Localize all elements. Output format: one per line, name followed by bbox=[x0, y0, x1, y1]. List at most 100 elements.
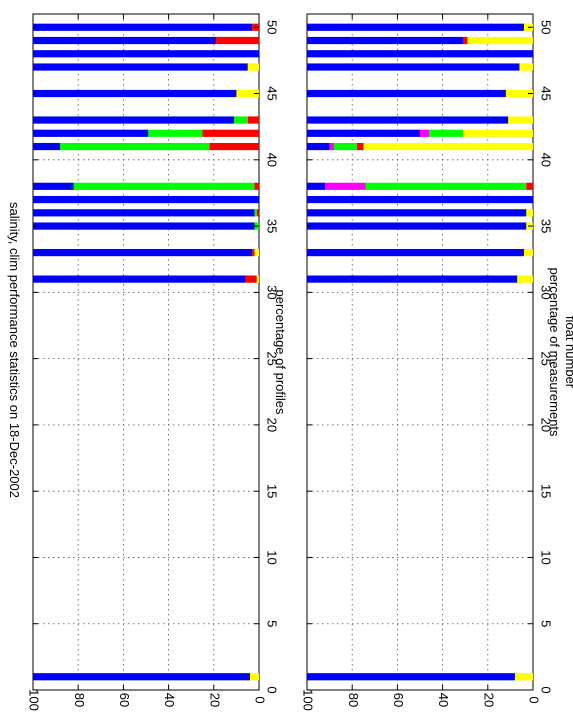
float-tick-label: 30 bbox=[539, 285, 554, 299]
float-tick-label: 30 bbox=[265, 285, 280, 299]
percent-tick-label: 40 bbox=[162, 693, 177, 707]
bar-segment-yellow bbox=[254, 248, 259, 257]
percent-tick-label: 60 bbox=[391, 693, 406, 707]
float-tick-label: 20 bbox=[539, 418, 554, 432]
bar-segment-red bbox=[256, 209, 259, 217]
bar-segment-yellow bbox=[247, 63, 259, 71]
bar-segment-green bbox=[73, 182, 255, 190]
float-tick-label: 20 bbox=[265, 418, 280, 432]
bar-segment-blue bbox=[33, 182, 74, 190]
bar-segment-blue bbox=[33, 23, 253, 31]
bar-segment-yellow bbox=[519, 63, 533, 71]
top-panel-ylabel: percentage of profiles bbox=[273, 289, 288, 415]
bar-segment-blue bbox=[307, 36, 463, 45]
bar-segment-yellow bbox=[514, 673, 533, 681]
bar-segment-blue bbox=[33, 248, 253, 257]
percent-tick-label: 0 bbox=[527, 696, 542, 703]
bar-segment-blue bbox=[33, 195, 259, 204]
float-tick-label: 50 bbox=[539, 20, 554, 34]
chart-title: salinity, clim performance statistics on… bbox=[7, 202, 22, 498]
bottom-panel-float-ticks: 0 5 10 15 20 25 30 35 40 45 50 bbox=[307, 20, 554, 694]
bar-segment-magenta bbox=[420, 129, 430, 137]
bar-segment-blue bbox=[307, 222, 527, 230]
bar-segment-blue bbox=[307, 50, 533, 58]
bar-segment-yellow bbox=[523, 248, 533, 257]
float-tick-label: 45 bbox=[265, 86, 280, 100]
bar-segment-green bbox=[60, 142, 210, 151]
float-tick-label: 25 bbox=[265, 351, 280, 365]
bar-segment-red bbox=[245, 275, 257, 283]
float-tick-label: 40 bbox=[265, 153, 280, 167]
bar-segment-red bbox=[254, 182, 259, 190]
float-tick-label: 15 bbox=[265, 484, 280, 498]
bar-segment-red bbox=[526, 182, 533, 190]
bar-segment-yellow bbox=[467, 36, 533, 45]
float-tick-label: 50 bbox=[265, 20, 280, 34]
percent-tick-label: 40 bbox=[436, 693, 451, 707]
bottom-panel-ylabel: percentage of measurements bbox=[547, 267, 562, 437]
bottom-panel-frame bbox=[306, 13, 534, 691]
bar-segment-green bbox=[334, 142, 357, 151]
bar-segment-yellow bbox=[517, 275, 533, 283]
bar-segment-blue bbox=[307, 248, 524, 257]
percent-tick-label: 100 bbox=[27, 689, 42, 711]
bar-segment-blue bbox=[307, 182, 326, 190]
bar-segment-blue bbox=[307, 129, 420, 137]
bar-segment-magenta bbox=[329, 142, 335, 151]
bar-segment-yellow bbox=[236, 89, 259, 98]
top-panel-float-ticks: 0 5 10 15 20 25 30 35 40 45 50 bbox=[33, 20, 280, 694]
bar-segment-blue bbox=[33, 50, 259, 58]
float-tick-label: 5 bbox=[539, 620, 554, 627]
bar-segment-blue bbox=[307, 142, 330, 151]
bar-segment-red bbox=[356, 142, 364, 151]
bar-segment-yellow bbox=[505, 89, 533, 98]
percent-tick-label: 80 bbox=[72, 693, 87, 707]
bar-segment-blue bbox=[307, 195, 533, 204]
bar-segment-blue bbox=[33, 209, 255, 217]
float-tick-label: 0 bbox=[265, 686, 280, 693]
percent-tick-label: 60 bbox=[117, 693, 132, 707]
bar-segment-blue bbox=[33, 36, 217, 45]
float-tick-label: 40 bbox=[539, 153, 554, 167]
percent-tick-label: 100 bbox=[301, 689, 316, 711]
bottom-panel: 0 5 10 15 20 25 30 35 40 45 50 0 20 40 60 80 100 percen… bbox=[301, 13, 573, 711]
bar-segment-red bbox=[462, 36, 468, 45]
bar-segment-blue bbox=[307, 116, 509, 124]
bar-segment-green bbox=[365, 182, 527, 190]
bar-segment-yellow bbox=[462, 129, 533, 137]
bar-segment-blue bbox=[33, 673, 250, 681]
bar-segment-blue bbox=[33, 89, 237, 98]
float-tick-label: 5 bbox=[265, 620, 280, 627]
float-tick-label: 35 bbox=[539, 219, 554, 233]
bar-segment-yellow bbox=[526, 209, 533, 217]
float-tick-label: 0 bbox=[539, 686, 554, 693]
bar-segment-blue bbox=[307, 209, 527, 217]
bar-segment-blue bbox=[33, 129, 149, 137]
bottom-panel-percent-ticks: 0 20 40 60 80 100 bbox=[301, 14, 542, 711]
percent-tick-label: 0 bbox=[253, 696, 268, 703]
bar-segment-red bbox=[252, 248, 255, 257]
bar-segment-red bbox=[247, 116, 259, 124]
percent-tick-label: 20 bbox=[207, 693, 222, 707]
bar-segment-red bbox=[202, 129, 259, 137]
bottom-panel-xlabel: float number bbox=[563, 316, 573, 389]
float-tick-label: 15 bbox=[539, 484, 554, 498]
percent-tick-label: 20 bbox=[481, 693, 496, 707]
top-panel: 0 5 10 15 20 25 30 35 40 45 50 0 20 40 60 80 100 percen… bbox=[27, 13, 288, 711]
bar-segment-green bbox=[234, 116, 248, 124]
bar-segment-blue bbox=[307, 275, 518, 283]
bar-segment-blue bbox=[33, 116, 235, 124]
bar-segment-green bbox=[254, 209, 257, 217]
bar-segment-blue bbox=[33, 142, 61, 151]
bar-segment-green bbox=[429, 129, 463, 137]
float-tick-label: 45 bbox=[539, 86, 554, 100]
top-panel-percent-ticks: 0 20 40 60 80 100 bbox=[27, 14, 268, 711]
bar-segment-yellow bbox=[508, 116, 533, 124]
bar-segment-red bbox=[209, 142, 259, 151]
bottom-panel-bars bbox=[307, 23, 533, 681]
bar-segment-green bbox=[148, 129, 203, 137]
bar-segment-blue bbox=[33, 275, 246, 283]
float-tick-label: 10 bbox=[539, 550, 554, 564]
bar-segment-blue bbox=[307, 63, 520, 71]
